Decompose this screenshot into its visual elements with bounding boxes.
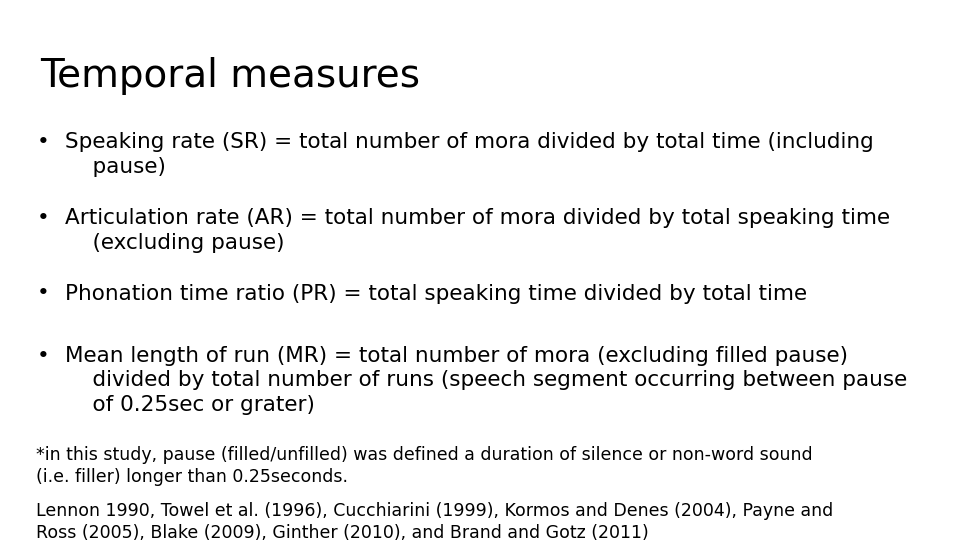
Text: Phonation time ratio (PR) = total speaking time divided by total time: Phonation time ratio (PR) = total speaki… [65, 284, 807, 303]
Text: Speaking rate (SR) = total number of mora divided by total time (including
    p: Speaking rate (SR) = total number of mor… [65, 132, 874, 177]
Text: Articulation rate (AR) = total number of mora divided by total speaking time
   : Articulation rate (AR) = total number of… [65, 208, 891, 253]
Text: Temporal measures: Temporal measures [40, 57, 420, 94]
Text: Mean length of run (MR) = total number of mora (excluding filled pause)
    divi: Mean length of run (MR) = total number o… [65, 346, 907, 415]
Text: Lennon 1990, Towel et al. (1996), Cucchiarini (1999), Kormos and Denes (2004), P: Lennon 1990, Towel et al. (1996), Cucchi… [36, 502, 833, 540]
Text: •: • [36, 132, 49, 152]
Text: *in this study, pause (filled/unfilled) was defined a duration of silence or non: *in this study, pause (filled/unfilled) … [36, 446, 813, 485]
Text: •: • [36, 346, 49, 366]
Text: •: • [36, 284, 49, 303]
Text: •: • [36, 208, 49, 228]
